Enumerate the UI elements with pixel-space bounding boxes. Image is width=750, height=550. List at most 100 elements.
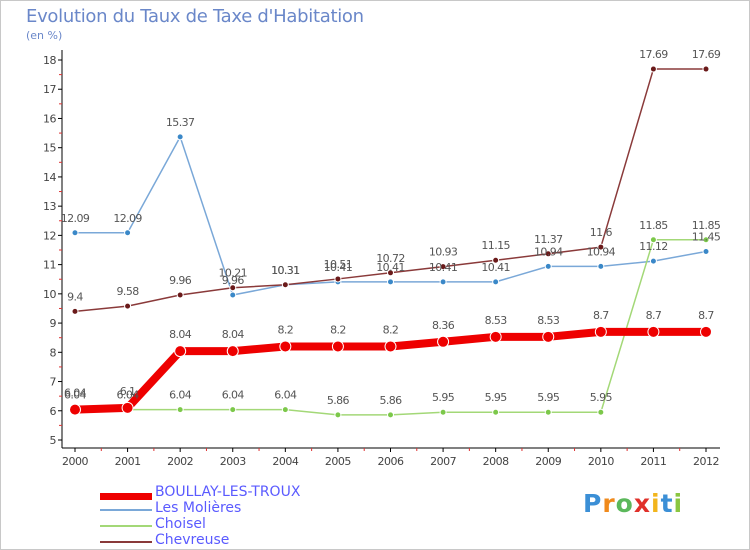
chart-title: Evolution du Taux de Taxe d'Habitation <box>26 6 364 27</box>
logo-letter: P <box>583 489 603 518</box>
data-point-boullay-les-troux-2011 <box>647 325 660 338</box>
data-label-chevreuse-2012: 17.69 <box>692 48 721 61</box>
y-tick-label-5: 5 <box>50 434 57 447</box>
data-point-les-moli-res-2003 <box>229 291 237 299</box>
data-label-choisel-2009: 5.95 <box>537 391 560 404</box>
data-label-chevreuse-2003: 10.21 <box>219 267 248 280</box>
data-label-les-moli-res-2009: 10.94 <box>534 245 563 258</box>
logo-letter: i <box>673 489 684 518</box>
data-point-boullay-les-troux-2001 <box>121 401 134 414</box>
x-tick-label-2010: 2010 <box>588 455 614 468</box>
x-tick-label-2009: 2009 <box>535 455 561 468</box>
data-label-les-moli-res-2001: 12.09 <box>113 212 142 225</box>
data-point-chevreuse-2008 <box>492 256 500 264</box>
data-label-boullay-les-troux-2000: 6.04 <box>64 387 87 400</box>
data-point-les-moli-res-2008 <box>492 278 500 286</box>
data-point-les-moli-res-2010 <box>597 262 605 270</box>
y-tick-label-15: 15 <box>43 142 56 155</box>
data-label-chevreuse-2007: 10.93 <box>429 246 458 259</box>
data-point-chevreuse-2009 <box>544 250 552 258</box>
data-point-choisel-2010 <box>597 408 605 416</box>
data-point-choisel-2005 <box>334 411 342 419</box>
data-point-boullay-les-troux-2009 <box>542 330 555 343</box>
data-point-boullay-les-troux-2000 <box>69 403 81 416</box>
legend-line-les-molieres <box>100 509 152 511</box>
legend-label-les-molieres: Les Molières <box>155 500 242 516</box>
legend-label-boullay: BOULLAY-LES-TROUX <box>155 484 301 500</box>
data-point-chevreuse-2002 <box>176 291 184 299</box>
data-label-choisel-2001: 6.04 <box>117 389 140 402</box>
data-label-chevreuse-2001: 9.58 <box>117 285 140 298</box>
data-point-choisel-2003 <box>229 406 237 414</box>
data-label-chevreuse-2006: 10.72 <box>376 252 405 265</box>
data-point-boullay-les-troux-2010 <box>594 325 607 338</box>
data-point-les-moli-res-2000 <box>71 229 79 237</box>
x-tick-label-2011: 2011 <box>640 455 666 468</box>
data-point-boullay-les-troux-2007 <box>437 335 450 348</box>
data-point-boullay-les-troux-2012 <box>700 325 712 338</box>
data-point-les-moli-res-2001 <box>124 229 132 237</box>
x-tick-label-2008: 2008 <box>483 455 509 468</box>
data-label-chevreuse-2000: 9.4 <box>67 290 83 303</box>
y-tick-label-7: 7 <box>50 376 57 389</box>
data-point-chevreuse-2004 <box>281 281 289 289</box>
logo-letter: i <box>651 489 661 518</box>
legend-label-chevreuse: Chevreuse <box>155 532 230 548</box>
data-point-chevreuse-2011 <box>649 65 657 73</box>
data-label-choisel-2003: 6.04 <box>222 389 245 402</box>
data-label-les-moli-res-2000: 12.09 <box>61 212 90 225</box>
legend-line-chevreuse <box>100 541 152 543</box>
data-label-chevreuse-2002: 9.96 <box>169 274 192 287</box>
proxiti-logo: Proxiti <box>583 489 683 518</box>
data-label-boullay-les-troux-2008: 8.53 <box>485 314 508 327</box>
data-label-boullay-les-troux-2001: 6.1 <box>120 385 136 398</box>
data-label-les-moli-res-2010: 10.94 <box>587 245 616 258</box>
data-label-les-moli-res-2003: 9.96 <box>222 274 245 287</box>
data-point-choisel-2002 <box>176 406 184 414</box>
data-point-boullay-les-troux-2002 <box>174 345 187 358</box>
data-label-les-moli-res-2007: 10.41 <box>429 261 458 274</box>
x-tick-label-2006: 2006 <box>378 455 404 468</box>
data-point-chevreuse-2010 <box>597 243 605 251</box>
y-tick-label-16: 16 <box>43 112 56 125</box>
data-point-choisel-2012 <box>702 236 710 244</box>
data-label-les-moli-res-2006: 10.41 <box>376 261 405 274</box>
data-label-boullay-les-troux-2005: 8.2 <box>330 323 346 336</box>
y-tick-label-17: 17 <box>43 83 56 96</box>
y-tick-label-13: 13 <box>43 200 56 213</box>
data-point-chevreuse-2005 <box>334 275 342 283</box>
data-point-choisel-2004 <box>281 406 289 414</box>
legend-line-boullay <box>100 493 152 500</box>
data-label-boullay-les-troux-2006: 8.2 <box>383 323 399 336</box>
logo-letter: t <box>660 489 674 518</box>
data-label-chevreuse-2008: 11.15 <box>481 239 510 252</box>
y-tick-label-9: 9 <box>50 317 57 330</box>
chart-axes: 5 6 7 8 9 10 11 12 13 14 15 16 17 18 2000 2001 2002 2003 2… <box>43 50 720 468</box>
data-point-chevreuse-2007 <box>439 263 447 271</box>
data-label-boullay-les-troux-2004: 8.2 <box>277 323 293 336</box>
data-point-les-moli-res-2006 <box>387 278 394 286</box>
data-point-les-moli-res-2011 <box>649 257 657 265</box>
data-label-boullay-les-troux-2003: 8.04 <box>222 328 245 341</box>
data-label-choisel-2007: 5.95 <box>432 391 455 404</box>
x-tick-label-2005: 2005 <box>325 455 351 468</box>
x-tick-label-2012: 2012 <box>693 455 719 468</box>
data-point-boullay-les-troux-2006 <box>384 340 397 353</box>
chart-subtitle: (en %) <box>26 29 63 42</box>
data-point-chevreuse-2000 <box>71 307 79 315</box>
data-label-chevreuse-2004: 10.31 <box>271 264 300 277</box>
data-label-choisel-2012: 11.85 <box>692 219 721 232</box>
data-point-les-moli-res-2002 <box>176 133 184 141</box>
y-tick-label-14: 14 <box>43 171 56 184</box>
legend-line-choisel <box>100 525 152 527</box>
y-tick-label-11: 11 <box>43 259 56 272</box>
data-label-les-moli-res-2008: 10.41 <box>481 261 510 274</box>
data-point-chevreuse-2001 <box>124 302 132 310</box>
data-label-choisel-2004: 6.04 <box>274 389 297 402</box>
data-label-boullay-les-troux-2010: 8.7 <box>593 309 609 322</box>
logo-letter: o <box>615 489 634 518</box>
y-tick-label-8: 8 <box>50 346 57 359</box>
y-tick-label-12: 12 <box>43 229 56 242</box>
